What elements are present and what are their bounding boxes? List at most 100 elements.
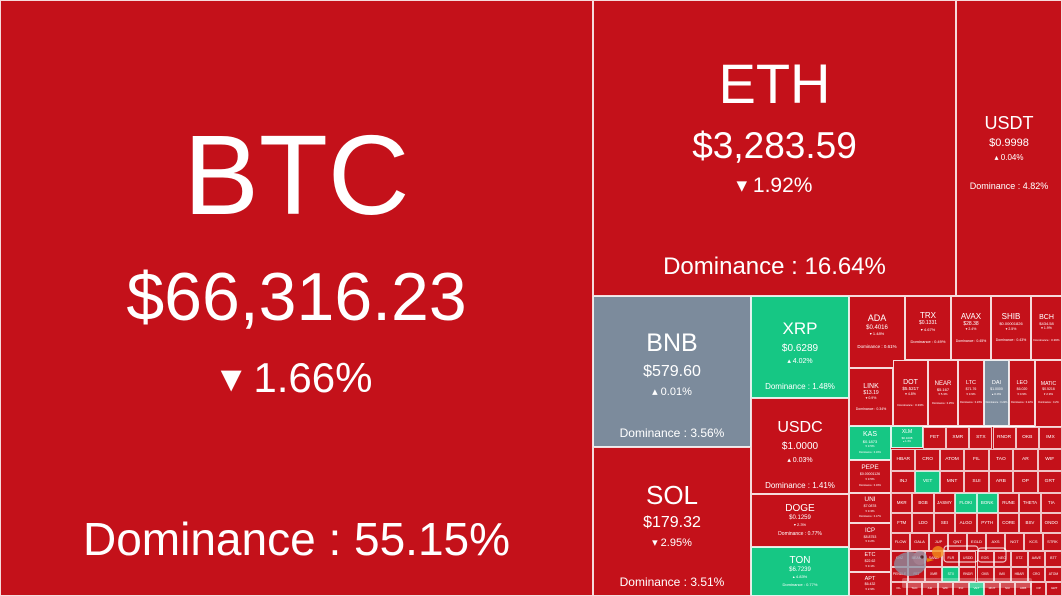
- tile-axs[interactable]: AXS: [986, 533, 1005, 551]
- tile-jasmy[interactable]: JASMY: [933, 493, 956, 513]
- tile-mnt[interactable]: MNT: [939, 471, 965, 493]
- tile-sei[interactable]: SEI: [933, 513, 956, 533]
- tile-arb[interactable]: ARB: [988, 471, 1014, 493]
- tile-theta[interactable]: THETA: [1019, 493, 1041, 513]
- tile-kas[interactable]: KAS $0.1873 ▾ 3.5% Dominance : 0.19%: [849, 426, 891, 460]
- tile-not[interactable]: NOT: [1005, 533, 1024, 551]
- tile-dot[interactable]: DOT $5.5217 ▾ 4.8% Dominance : 0.33%: [893, 360, 928, 426]
- tile-okb[interactable]: OKB: [1015, 427, 1039, 449]
- tile-xmr[interactable]: XMR: [925, 567, 943, 582]
- trx-dominance: Dominance : 0.49%: [910, 338, 946, 344]
- small-tile-symbol: BSV: [1025, 519, 1035, 525]
- tile-rndr[interactable]: RNDR: [992, 427, 1016, 449]
- tile-cro[interactable]: CRO: [915, 449, 940, 471]
- tile-mkr[interactable]: MKR: [891, 493, 913, 513]
- near-change: ▾ 5.3%: [938, 392, 948, 397]
- tile-hbar[interactable]: HBAR: [891, 449, 916, 471]
- small-tile-symbol: ARB: [1019, 586, 1027, 591]
- dai-symbol: DAI: [991, 380, 1002, 387]
- tile-pepe[interactable]: PEPE $0.00001126 ▾ 3.5% Dominance : 0.19…: [849, 460, 891, 493]
- tile-flr[interactable]: FLR: [942, 551, 960, 567]
- tile-xrp[interactable]: XRP $0.6289 ▴ 4.02% Dominance : 1.48%: [751, 296, 849, 398]
- tile-kcs[interactable]: KCS: [1024, 533, 1043, 551]
- tile-usdc[interactable]: USDC $1.0000 ▴ 0.03% Dominance : 1.41%: [751, 398, 849, 494]
- sol-symbol: SOL: [645, 480, 699, 510]
- tile-dai[interactable]: DAI $1.0000 ▴ 0.0% Dominance : 0.22%: [984, 360, 1009, 426]
- tile-uni[interactable]: UNI $7.0878 ▾ 3.3% Dominance : 0.17%: [849, 493, 891, 523]
- tile-inj[interactable]: INJ: [891, 471, 916, 493]
- tile-avax[interactable]: AVAX $28.38 ▾ 2.4% Dominance : 0.45%: [951, 296, 991, 360]
- eth-price: $3,283.59: [692, 125, 857, 166]
- tile-btt[interactable]: BTT: [1044, 551, 1062, 567]
- bch-dominance: Dominance : 0.36%: [1033, 338, 1060, 343]
- tile-ltc[interactable]: LTC $71.76 ▾ 3.9% Dominance : 0.23%: [958, 360, 984, 426]
- small-tile-symbol: ARB: [995, 479, 1006, 485]
- tile-eos[interactable]: EOS: [976, 551, 994, 567]
- tile-matic[interactable]: MATIC $0.5216 ▾ 2.9% Dominance : 0.2%: [1035, 360, 1062, 427]
- tile-near[interactable]: NEAR $5.167 ▾ 5.3% Dominance : 0.25%: [928, 360, 958, 426]
- tile-okb[interactable]: OKB: [976, 567, 994, 582]
- tile-ldo[interactable]: LDO: [912, 513, 934, 533]
- tile-trx[interactable]: TRX $0.1331 ▾ 4.67% Dominance : 0.49%: [905, 296, 951, 360]
- tile-algo[interactable]: ALGO: [955, 513, 977, 533]
- tile-stx[interactable]: STX: [969, 427, 993, 449]
- tile-ton[interactable]: TON $6.7239 ▴ 4.83% Dominance : 0.77%: [751, 547, 849, 596]
- tile-shib[interactable]: SHIB $0.00001826 ▾ 2.5% Dominance : 0.43…: [991, 296, 1031, 360]
- tile-hbar[interactable]: HBAR: [1010, 567, 1028, 582]
- tile-tia[interactable]: TIA: [1040, 493, 1062, 513]
- tile-core[interactable]: CORE: [997, 513, 1020, 533]
- tile-op[interactable]: OP: [1013, 471, 1038, 493]
- tile-ada[interactable]: ADA $0.4016 ▾ 1.48% Dominance : 0.61%: [849, 296, 905, 368]
- tile-ftm[interactable]: FTM: [891, 513, 913, 533]
- small-tile-symbol: STRK: [1047, 538, 1058, 544]
- tile-link[interactable]: LINK $13.19 ▾ 0.9% Dominance : 0.34%: [849, 368, 893, 426]
- tile-btc[interactable]: BTC $66,316.23 ▾ 1.66% Dominance : 55.15…: [0, 0, 593, 596]
- tile-xtz[interactable]: XTZ: [1010, 551, 1028, 567]
- tile-bgb[interactable]: BGB: [912, 493, 934, 513]
- tile-doge[interactable]: DOGE $0.1259 ▾ 2.3% Dominance : 0.77%: [751, 494, 849, 547]
- small-tile-symbol: MKR: [896, 499, 907, 505]
- tile-eth[interactable]: ETH $3,283.59 ▾ 1.92% Dominance : 16.64%: [593, 0, 956, 296]
- tile-fet[interactable]: FET: [923, 427, 947, 449]
- tile-xmr[interactable]: XMR: [946, 427, 970, 449]
- tile-atom[interactable]: ATOM: [1044, 567, 1062, 582]
- tile-bch[interactable]: BCH $434.58 ▾ 1.9% Dominance : 0.36%: [1031, 296, 1062, 360]
- tile-sui[interactable]: SUI: [964, 471, 989, 493]
- tile-vet[interactable]: VET: [915, 471, 940, 493]
- tile-grt[interactable]: GRT: [1037, 471, 1062, 493]
- tile-imx[interactable]: IMX: [993, 567, 1011, 582]
- tile-fil[interactable]: FIL: [964, 449, 989, 471]
- tile-etc[interactable]: ETC $22.62 ▾ 3.1%: [849, 549, 891, 572]
- tile-atom[interactable]: ATOM: [939, 449, 965, 471]
- bch-symbol: BCH: [1039, 313, 1054, 321]
- tile-wif[interactable]: WIF: [1037, 449, 1062, 471]
- tile-ar[interactable]: AR: [1013, 449, 1038, 471]
- tile-gala[interactable]: GALA: [910, 533, 929, 551]
- tile-bonk[interactable]: BONK: [976, 493, 998, 513]
- kas-symbol: KAS: [862, 431, 877, 439]
- tile-rune[interactable]: RUNE: [997, 493, 1020, 513]
- small-tile-symbol: TIA: [1047, 499, 1055, 505]
- tile-ondo[interactable]: ONDO: [1040, 513, 1062, 533]
- tile-leo[interactable]: LEO $6.020 ▾ 0.9% Dominance : 0.22%: [1009, 360, 1035, 426]
- bnb-price: $579.60: [643, 363, 701, 380]
- tile-xlm[interactable]: XLM $0.1008 ▴ 1.4%: [891, 426, 923, 448]
- tile-bsv[interactable]: BSV: [1019, 513, 1041, 533]
- tile-sol[interactable]: SOL $179.32 ▾ 2.95% Dominance : 3.51%: [593, 447, 751, 596]
- tile-imx[interactable]: IMX: [1038, 427, 1062, 449]
- small-tile-symbol: OKB: [981, 571, 989, 576]
- tile-usdd[interactable]: USDD: [959, 551, 977, 567]
- tile-floki[interactable]: FLOKI: [955, 493, 977, 513]
- tile-aave[interactable]: AAVE: [1027, 551, 1045, 567]
- tile-rndr[interactable]: RNDR: [959, 567, 977, 582]
- tile-bnb[interactable]: BNB $579.60 ▴ 0.01% Dominance : 3.56%: [593, 296, 751, 447]
- tile-icp[interactable]: ICP $8.8753 ▾ 3.2%: [849, 523, 891, 549]
- tile-usdt[interactable]: USDT $0.9998 ▴ 0.04% Dominance : 4.82%: [956, 0, 1062, 296]
- tile-tao[interactable]: TAO: [988, 449, 1014, 471]
- tile-flow[interactable]: FLOW: [891, 533, 910, 551]
- tile-pyth[interactable]: PYTH: [976, 513, 998, 533]
- small-tile-symbol: RUNE: [1002, 499, 1015, 505]
- tile-stx[interactable]: STX: [942, 567, 960, 582]
- shib-price: $0.00001826: [999, 321, 1023, 327]
- tile-cro[interactable]: CRO: [1027, 567, 1045, 582]
